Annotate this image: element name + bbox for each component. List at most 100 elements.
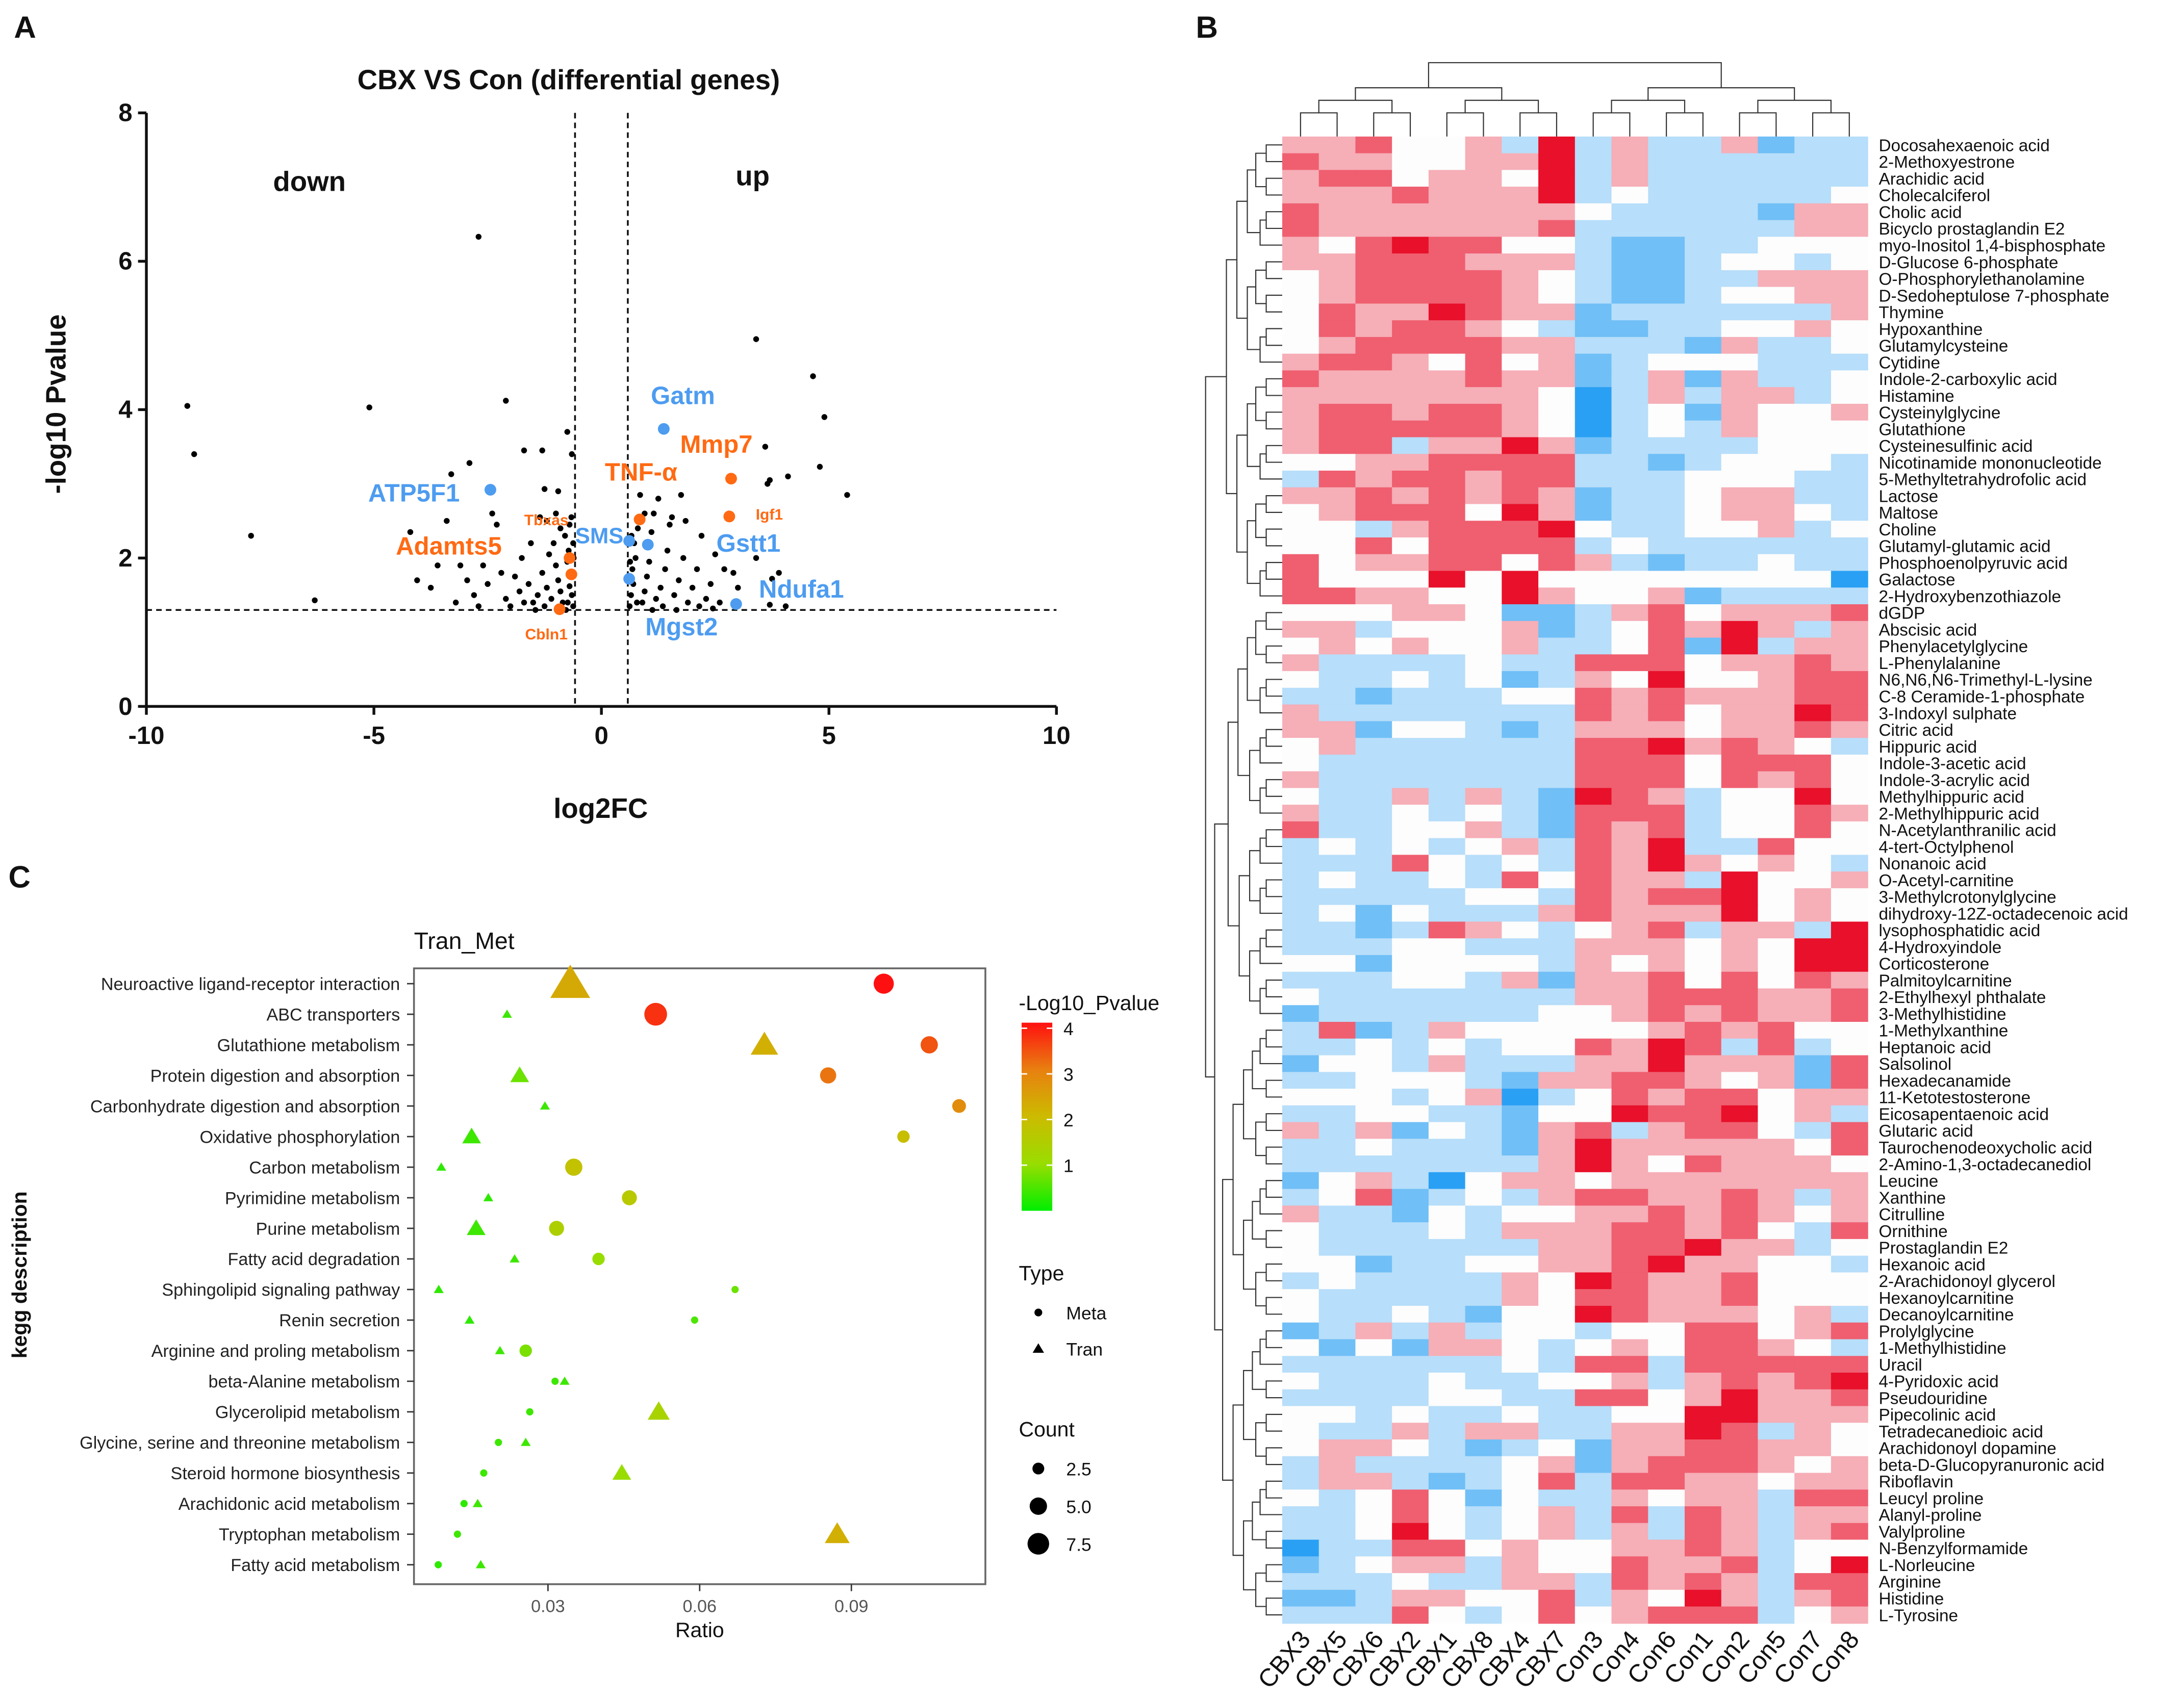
heatmap-cell [1282,220,1319,238]
heatmap-cell [1648,654,1686,672]
heatmap-cell [1502,1072,1539,1090]
heatmap-cell [1502,337,1539,354]
column-dendrogram-branch [1519,112,1558,137]
heatmap-cell [1318,788,1356,806]
heatmap-cell [1355,470,1393,488]
kegg-category-label: Steroid hormone biosynthesis [171,1464,400,1483]
heatmap-cell [1611,938,1649,956]
heatmap-cell [1684,554,1722,572]
heatmap-cell [1428,738,1466,755]
heatmap-cell [1574,1506,1612,1524]
heatmap-cell [1355,504,1393,522]
heatmap-cell [1538,654,1576,672]
heatmap-cell [1538,821,1576,839]
heatmap-cell [1282,1406,1319,1424]
heatmap-cell [1428,1089,1466,1106]
heatmap-cell [1758,1005,1795,1023]
gene-point [407,529,414,535]
heatmap-cell [1318,1372,1356,1390]
heatmap-cell [1392,587,1429,605]
heatmap-row-label: Pipecolinic acid [1878,1406,1996,1425]
heatmap-cell [1721,1022,1759,1039]
heatmap-cell [1758,1089,1795,1106]
heatmap-cell [1648,1573,1686,1590]
heatmap-cell [1758,420,1795,438]
heatmap-cell [1611,1305,1649,1323]
heatmap-cell [1282,1255,1319,1273]
meta-pathway-point [551,1377,559,1385]
heatmap-cell [1648,1122,1686,1140]
heatmap-cell [1538,1439,1576,1457]
heatmap-cell [1758,1155,1795,1173]
heatmap-cell [1318,1356,1356,1374]
heatmap-cell [1611,1072,1649,1090]
heatmap-cell [1502,721,1539,739]
heatmap-row-label: C-8 Ceramide-1-phosphate [1878,687,2085,706]
heatmap-cell [1318,571,1356,588]
heatmap-cell [1538,855,1576,872]
heatmap-cell [1758,1072,1795,1090]
heatmap-cell [1574,504,1612,522]
meta-pathway-point [460,1500,468,1507]
heatmap-cell [1282,637,1319,655]
heatmap-cell [1465,1205,1503,1223]
heatmap-cell [1428,203,1466,221]
heatmap-cell [1465,1356,1503,1374]
heatmap-cell [1794,788,1832,806]
heatmap-cell [1758,1205,1795,1223]
heatmap-cell [1502,1456,1539,1474]
heatmap-cell [1428,704,1466,722]
heatmap-cell [1318,1155,1356,1173]
heatmap-cell [1318,1556,1356,1574]
heatmap-cell [1794,1038,1832,1056]
heatmap-cell [1721,387,1759,405]
heatmap-cell [1392,871,1429,889]
heatmap-cell [1502,905,1539,922]
heatmap-cell [1758,170,1795,188]
heatmap-cell [1648,671,1686,688]
heatmap-cell [1392,203,1429,221]
heatmap-row-label: Prostaglandin E2 [1878,1239,2008,1258]
heatmap-cell [1574,637,1612,655]
heatmap-cell [1502,437,1539,455]
heatmap-cell [1684,187,1722,204]
row-dendrogram-branch [1236,200,1248,319]
heatmap-cell [1318,387,1356,405]
heatmap-cell [1355,637,1393,655]
heatmap-cell [1465,955,1503,972]
heatmap-cell [1574,738,1612,755]
heatmap-cell [1502,1205,1539,1223]
heatmap-cell [1831,136,1868,154]
heatmap-cell [1392,287,1429,304]
heatmap-cell [1538,955,1576,972]
heatmap-cell [1538,604,1576,622]
heatmap-cell [1831,1038,1868,1056]
heatmap-cell [1538,1022,1576,1039]
row-dendrogram-branch [1259,570,1282,597]
heatmap-cell [1502,938,1539,956]
heatmap-row-label: 2-Methylhippuric acid [1878,805,2039,823]
heatmap-row-label: Histidine [1878,1589,1944,1608]
heatmap-row-label: Heptanoic acid [1878,1038,1991,1057]
heatmap-cell [1574,1038,1612,1056]
heatmap-cell [1465,971,1503,989]
heatmap-cell [1648,270,1686,288]
gene-point [765,481,771,487]
heatmap-cell [1538,788,1576,806]
gene-label: Ndufa1 [759,575,844,603]
heatmap-cell [1428,437,1466,455]
heatmap-cell [1428,621,1466,638]
heatmap-cell [1574,237,1612,254]
heatmap-cell [1355,1239,1393,1256]
gene-point [646,558,652,565]
heatmap-cell [1721,704,1759,722]
heatmap-cell [1831,521,1868,538]
heatmap-cell [1282,1473,1319,1490]
row-dendrogram-branch [1265,411,1282,430]
region-label-down: down [273,166,346,197]
heatmap-cell [1465,521,1503,538]
heatmap-cell [1721,1339,1759,1357]
row-dendrogram-branch [1265,1531,1282,1549]
heatmap-cell [1392,1339,1429,1357]
heatmap-cell [1538,871,1576,889]
